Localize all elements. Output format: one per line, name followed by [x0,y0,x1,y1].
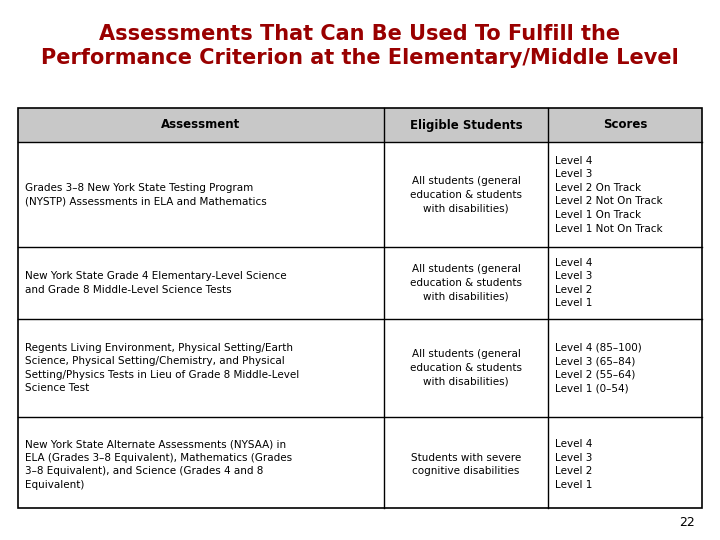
Text: New York State Grade 4 Elementary-Level Science
and Grade 8 Middle-Level Science: New York State Grade 4 Elementary-Level … [25,271,287,295]
Text: Eligible Students: Eligible Students [410,118,522,132]
Text: Level 4 (85–100)
Level 3 (65–84)
Level 2 (55–64)
Level 1 (0–54): Level 4 (85–100) Level 3 (65–84) Level 2… [555,342,642,394]
Text: Assessment: Assessment [161,118,240,132]
Text: Assessments That Can Be Used To Fulfill the
Performance Criterion at the Element: Assessments That Can Be Used To Fulfill … [41,24,679,68]
Text: All students (general
education & students
with disabilities): All students (general education & studen… [410,176,522,213]
Bar [18,108,702,508]
Text: New York State Alternate Assessments (NYSAA) in
ELA (Grades 3–8 Equivalent), Mat: New York State Alternate Assessments (NY… [25,439,292,490]
Text: Level 4
Level 3
Level 2
Level 1: Level 4 Level 3 Level 2 Level 1 [555,439,593,490]
Text: Students with severe
cognitive disabilities: Students with severe cognitive disabilit… [411,453,521,476]
Text: 22: 22 [679,516,695,529]
Text: Level 4
Level 3
Level 2 On Track
Level 2 Not On Track
Level 1 On Track
Level 1 N: Level 4 Level 3 Level 2 On Track Level 2… [555,156,662,233]
Text: Regents Living Environment, Physical Setting/Earth
Science, Physical Setting/Che: Regents Living Environment, Physical Set… [25,342,300,394]
Bar [18,108,384,142]
Text: Scores: Scores [603,118,647,132]
Bar [384,108,548,142]
Text: Grades 3–8 New York State Testing Program
(NYSTP) Assessments in ELA and Mathema: Grades 3–8 New York State Testing Progra… [25,183,266,206]
Text: Level 4
Level 3
Level 2
Level 1: Level 4 Level 3 Level 2 Level 1 [555,258,593,308]
Text: All students (general
education & students
with disabilities): All students (general education & studen… [410,265,522,302]
Bar [548,108,702,142]
Text: All students (general
education & students
with disabilities): All students (general education & studen… [410,349,522,387]
